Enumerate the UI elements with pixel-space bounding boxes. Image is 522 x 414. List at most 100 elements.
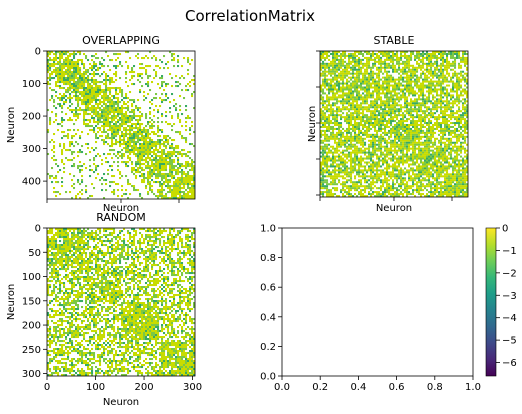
heatmap-cell	[416, 100, 419, 103]
heatmap-cell	[398, 66, 401, 69]
heatmap-cell	[366, 52, 369, 55]
heatmap-cell	[320, 112, 323, 115]
heatmap-cell	[376, 56, 379, 59]
heatmap-cell	[159, 157, 162, 160]
heatmap-cell	[125, 127, 128, 130]
heatmap-cell	[440, 147, 443, 150]
heatmap-cell	[105, 73, 108, 76]
heatmap-cell	[356, 112, 359, 115]
heatmap-cell	[416, 74, 419, 77]
heatmap-cell	[320, 108, 323, 111]
heatmap-cell	[159, 165, 162, 168]
heatmap-cell	[69, 87, 72, 90]
heatmap-cell	[131, 117, 134, 120]
heatmap-cell	[155, 153, 158, 156]
heatmap-cell	[171, 53, 174, 56]
heatmap-cell	[165, 193, 168, 196]
heatmap-cell	[177, 115, 180, 118]
heatmap-cell	[428, 64, 431, 67]
heatmap-cell	[412, 108, 415, 111]
heatmap-cell	[402, 139, 405, 142]
heatmap-cell	[458, 84, 461, 87]
heatmap-cell	[125, 95, 128, 98]
heatmap-cell	[374, 129, 377, 132]
heatmap-cell	[452, 102, 455, 105]
heatmap-cell	[356, 82, 359, 85]
heatmap-cell	[105, 123, 108, 126]
heatmap-cell	[139, 117, 142, 120]
heatmap-cell	[141, 123, 144, 126]
heatmap-cell	[109, 83, 112, 86]
heatmap-cell	[384, 52, 387, 55]
heatmap-cell	[380, 64, 383, 67]
heatmap-cell	[436, 88, 439, 91]
heatmap-cell	[406, 125, 409, 128]
heatmap-cell	[362, 124, 365, 127]
heatmap-cell	[330, 114, 333, 117]
heatmap-cell	[380, 52, 383, 55]
heatmap-cell	[394, 52, 397, 55]
heatmap-cell	[103, 179, 106, 182]
heatmap-cell	[378, 106, 381, 109]
heatmap-cell	[113, 109, 116, 112]
heatmap-cell	[163, 181, 166, 184]
heatmap-cell	[121, 117, 124, 120]
heatmap-cell	[81, 145, 84, 148]
heatmap-cell	[370, 86, 373, 89]
heatmap-cell	[394, 80, 397, 83]
heatmap-cell	[322, 70, 325, 73]
heatmap-cell	[133, 65, 136, 68]
heatmap-cell	[370, 145, 373, 148]
heatmap-cell	[59, 97, 62, 100]
heatmap-cell	[350, 141, 353, 144]
heatmap-cell	[111, 103, 114, 106]
heatmap-cell	[93, 113, 96, 116]
heatmap-cell	[444, 86, 447, 89]
heatmap-cell	[454, 64, 457, 67]
heatmap-cell	[424, 72, 427, 75]
heatmap-cell	[59, 67, 62, 70]
heatmap-cell	[141, 57, 144, 60]
heatmap-cell	[336, 88, 339, 91]
heatmap-cell	[324, 133, 327, 136]
heatmap-cell	[87, 79, 90, 82]
heatmap-cell	[47, 109, 50, 112]
heatmap-cell	[364, 125, 367, 128]
heatmap-cell	[69, 95, 72, 98]
heatmap-cell	[53, 65, 56, 68]
heatmap-cell	[432, 114, 435, 117]
heatmap-cell	[394, 54, 397, 57]
heatmap-cell	[416, 60, 419, 63]
heatmap-cell	[139, 161, 142, 164]
heatmap-cell	[338, 129, 341, 132]
heatmap-cell	[426, 139, 429, 142]
heatmap-cell	[324, 112, 327, 115]
heatmap-cell	[456, 147, 459, 150]
heatmap-cell	[436, 92, 439, 95]
heatmap-cell	[65, 149, 68, 152]
heatmap-cell	[135, 147, 138, 150]
heatmap-cell	[97, 95, 100, 98]
heatmap-cell	[91, 81, 94, 84]
heatmap-cell	[392, 106, 395, 109]
heatmap-cell	[432, 102, 435, 105]
heatmap-cell	[410, 131, 413, 134]
heatmap-cell	[322, 84, 325, 87]
heatmap-cell	[193, 195, 196, 198]
heatmap-cell	[127, 141, 130, 144]
heatmap-cell	[81, 63, 84, 66]
heatmap-cell	[177, 157, 180, 160]
heatmap-cell	[155, 169, 158, 172]
heatmap-cell	[390, 74, 393, 77]
heatmap-cell	[418, 141, 421, 144]
heatmap-cell	[143, 149, 146, 152]
heatmap-cell	[352, 104, 355, 107]
heatmap-cell	[352, 76, 355, 79]
heatmap-cell	[151, 159, 154, 162]
heatmap-cell	[442, 60, 445, 63]
heatmap-cell	[406, 70, 409, 73]
heatmap-cell	[366, 80, 369, 83]
heatmap-cell	[165, 163, 168, 166]
heatmap-cell	[368, 127, 371, 130]
heatmap-cell	[368, 106, 371, 109]
